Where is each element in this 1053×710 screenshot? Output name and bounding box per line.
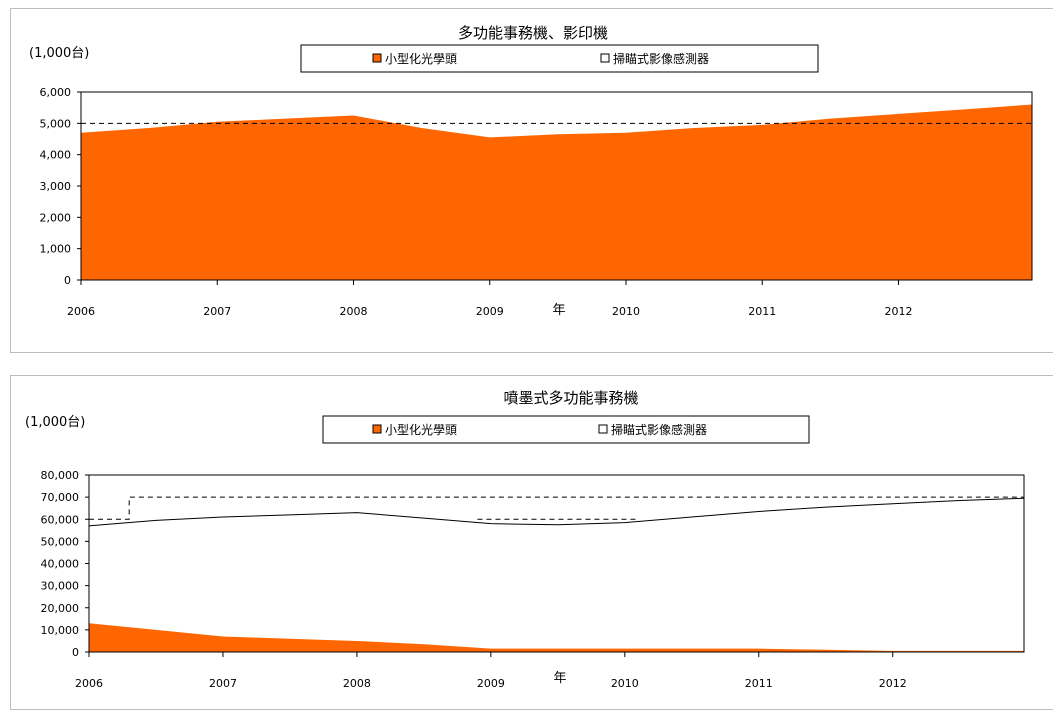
plot-area (89, 475, 1024, 652)
y-tick-label: 5,000 (40, 117, 72, 130)
x-tick-label: 2009 (476, 305, 504, 318)
x-tick-label: 2011 (745, 677, 773, 690)
y-tick-label: 40,000 (41, 558, 80, 571)
y-tick-label: 0 (72, 646, 79, 659)
x-tick-label: 2011 (748, 305, 776, 318)
legend-swatch (599, 425, 607, 433)
legend-label: 掃瞄式影像感測器 (613, 51, 709, 66)
y-tick-label: 50,000 (41, 535, 80, 548)
y-tick-label: 4,000 (40, 149, 72, 162)
x-tick-label: 2012 (884, 305, 912, 318)
legend-swatch (373, 425, 381, 433)
chart-inkjet-multifunction: 噴墨式多功能事務機 (1,000台) 小型化光學頭 掃瞄式影像感測器 80,000 70,… (11, 376, 1053, 709)
legend-label: 小型化光學頭 (385, 423, 457, 437)
x-axis-label: 年 (552, 303, 565, 318)
x-tick-label: 2010 (612, 305, 640, 318)
y-tick-label: 1,000 (40, 243, 72, 256)
y-tick-label: 0 (64, 274, 71, 287)
chart-title: 多功能事務機、影印機 (458, 24, 608, 42)
y-tick-label: 70,000 (41, 491, 80, 504)
x-tick-label: 2007 (209, 677, 237, 690)
legend-swatch (601, 54, 609, 62)
x-tick-label: 2010 (611, 677, 639, 690)
x-tick-label: 2012 (879, 677, 907, 690)
x-tick-label: 2008 (343, 677, 371, 690)
y-tick-label: 20,000 (41, 602, 80, 615)
y-tick-label: 2,000 (40, 211, 72, 224)
legend-swatch (373, 54, 381, 62)
y-axis-unit-label: (1,000台) (25, 415, 85, 430)
x-tick-label: 2006 (75, 677, 103, 690)
x-tick-label: 2006 (67, 305, 95, 318)
y-tick-label: 10,000 (41, 624, 80, 637)
chart-title: 噴墨式多功能事務機 (503, 389, 638, 407)
chart-panel-bottom: 噴墨式多功能事務機 (1,000台) 小型化光學頭 掃瞄式影像感測器 80,000 70,… (10, 375, 1053, 710)
y-tick-label: 60,000 (41, 513, 80, 526)
x-tick-label: 2009 (477, 677, 505, 690)
y-tick-label: 6,000 (40, 86, 72, 99)
y-tick-label: 30,000 (41, 580, 80, 593)
x-axis-label: 年 (553, 671, 566, 686)
y-tick-label: 80,000 (41, 469, 80, 482)
x-tick-label: 2007 (203, 305, 231, 318)
y-tick-label: 3,000 (40, 180, 72, 193)
legend-label: 掃瞄式影像感測器 (611, 422, 707, 437)
chart-multifunction-copier: 多功能事務機、影印機 (1,000台) 小型化光學頭 掃瞄式影像感測器 6,000 5,0… (11, 9, 1053, 352)
x-tick-label: 2008 (339, 305, 367, 318)
y-axis-unit-label: (1,000台) (29, 46, 89, 61)
chart-panel-top: 多功能事務機、影印機 (1,000台) 小型化光學頭 掃瞄式影像感測器 6,000 5,0… (10, 8, 1053, 353)
legend-label: 小型化光學頭 (385, 52, 457, 66)
